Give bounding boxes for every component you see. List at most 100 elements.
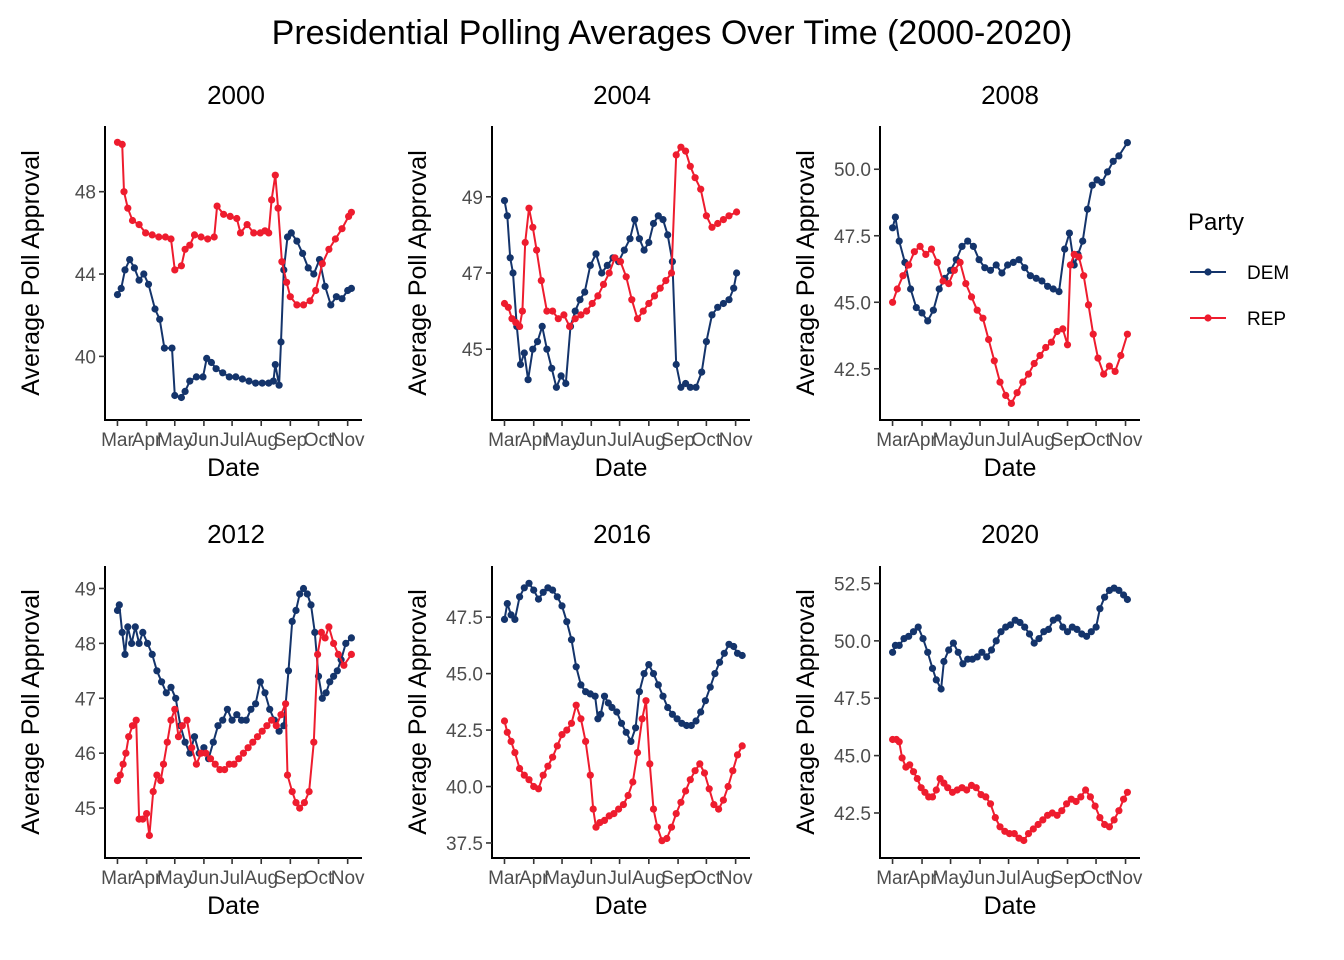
data-point [135,276,143,284]
data-point [1002,391,1010,399]
data-point [566,322,574,330]
data-point [544,762,552,770]
data-point [962,280,970,288]
legend-item-dem: DEM [1190,263,1289,284]
data-point [889,648,897,656]
data-point [244,744,252,752]
data-point [620,246,628,254]
data-point [1105,823,1113,831]
y-tick-label: 40 [75,347,96,368]
x-tick-label: Apr [907,868,937,889]
data-point [919,635,927,643]
data-point [1094,354,1102,362]
data-point [121,650,129,659]
data-point [928,793,937,801]
data-point [1084,301,1093,309]
data-point [730,642,738,651]
data-point [738,651,746,660]
data-point [613,708,621,716]
data-point [1111,367,1119,375]
data-point [153,771,161,779]
data-point [156,315,164,323]
data-point [912,304,920,312]
data-point [673,715,681,723]
data-point [537,277,545,285]
series-dem [889,139,1131,325]
data-point [274,204,282,212]
data-point [667,823,676,831]
data-point [567,636,576,644]
x-tick-label: Mar [101,430,134,451]
data-point [171,266,179,274]
data-point [1091,802,1099,810]
data-point [116,771,124,779]
data-point [212,365,220,373]
data-point [1004,261,1012,269]
data-point [649,219,658,228]
data-point [128,216,137,225]
data-point [249,738,257,746]
legend: Party DEM REP [1188,209,1289,330]
x-tick-label: Sep [1051,430,1085,451]
data-point [219,369,227,377]
data-point [1083,205,1092,213]
data-point [576,296,584,304]
data-point [996,823,1004,831]
data-point [269,377,277,385]
data-point [730,284,738,292]
data-point [121,266,129,274]
data-point [992,637,1000,645]
data-point [1115,152,1123,160]
data-point [293,301,301,309]
data-point [662,277,670,285]
data-point [640,246,648,254]
data-point [167,683,175,691]
data-point [1089,330,1097,338]
x-tick-label: Aug [632,868,666,889]
legend-key-point [1204,314,1212,322]
data-point [520,349,528,357]
data-point [113,777,122,785]
data-point [583,307,591,315]
data-point [553,742,561,750]
data-point [1066,261,1074,269]
x-tick-label: May [544,868,580,889]
data-point [307,601,315,609]
data-point [1009,258,1017,266]
data-point [296,804,304,812]
data-point [181,738,189,746]
data-point [128,722,137,730]
y-tick-label: 42.5 [446,721,483,742]
data-point [230,760,238,768]
y-tick-label: 45.0 [834,747,871,768]
x-tick-label: Sep [273,868,307,889]
data-point [1123,595,1131,604]
data-point [645,661,653,669]
data-point [733,208,741,216]
data-point [144,280,153,288]
series-line-rep [892,738,1129,842]
data-point [586,261,594,269]
data-point [1016,618,1024,627]
y-tick-label: 42.5 [834,360,871,381]
data-point [691,767,699,775]
data-point [126,256,134,264]
facet-title: 2016 [593,519,651,549]
data-point [1063,341,1072,349]
data-point [1075,253,1083,261]
data-point [327,301,335,309]
data-point [631,216,639,224]
data-point [520,771,528,779]
y-tick-label: 45.0 [834,293,871,314]
data-point [916,242,924,250]
data-point [711,670,719,678]
data-point [608,703,616,712]
data-point [287,229,295,237]
data-point [300,799,308,807]
data-point [1096,814,1104,822]
series-line-dem [503,581,743,744]
data-point [529,223,537,231]
y-axis-title: Average Poll Approval [404,589,432,835]
